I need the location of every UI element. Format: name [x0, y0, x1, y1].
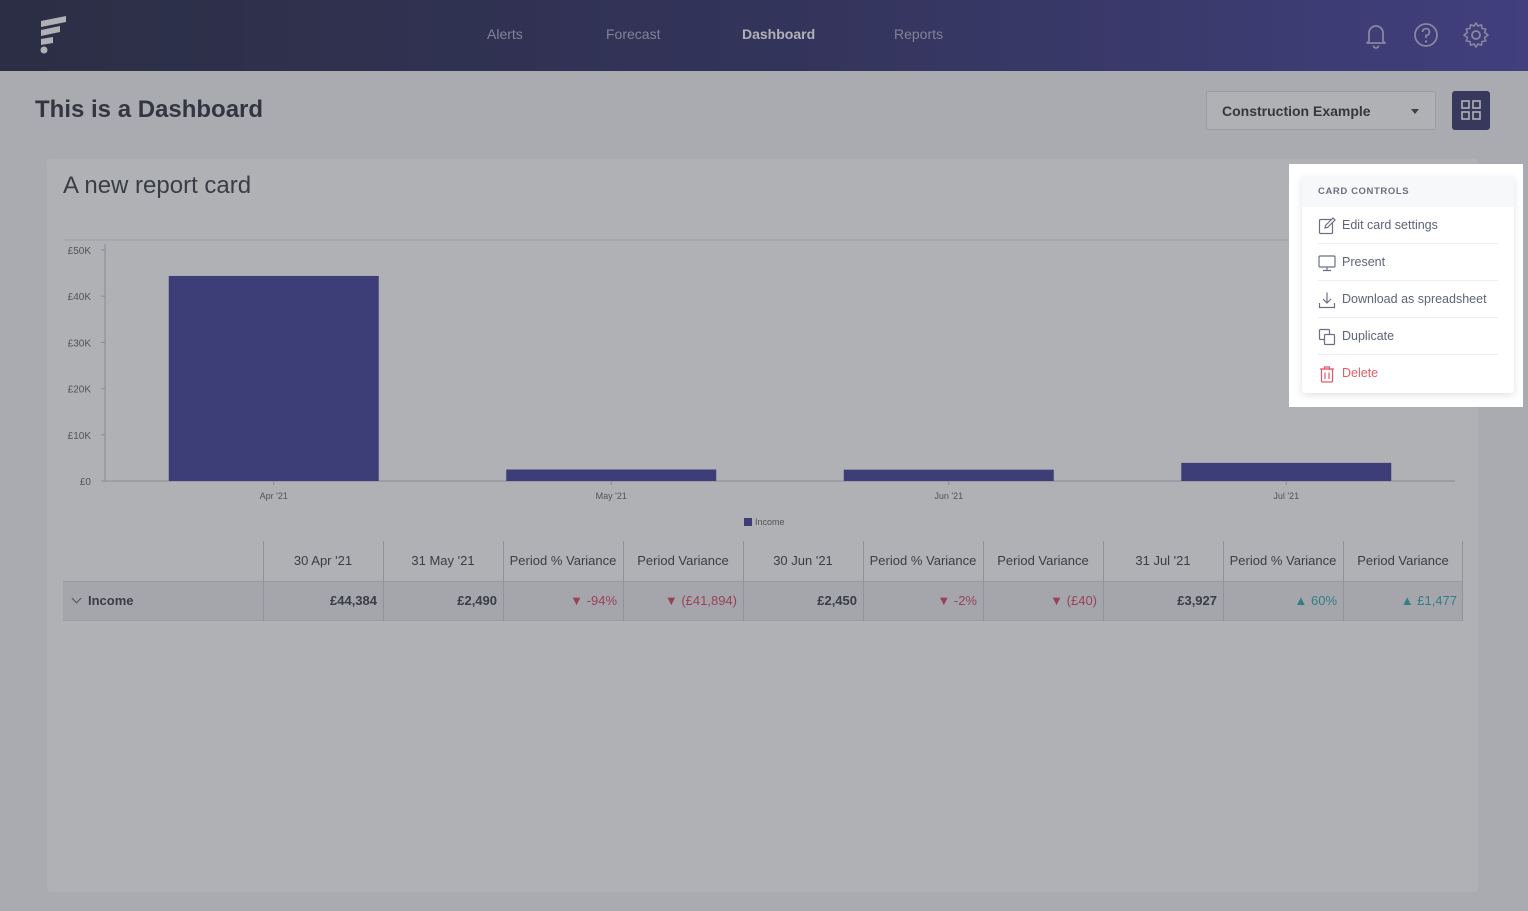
edit-icon — [1318, 217, 1336, 235]
column-divider — [1462, 541, 1463, 621]
column-divider — [383, 541, 384, 621]
y-tick-label: £40K — [68, 292, 92, 303]
nav-forecast[interactable]: Forecast — [606, 26, 661, 42]
table-cell: £44,384 — [330, 593, 377, 608]
column-header: Period % Variance — [509, 553, 617, 568]
dashboard-selector-value: Construction Example — [1222, 103, 1371, 119]
grid-icon — [1461, 100, 1481, 120]
card-layout-button[interactable] — [1452, 91, 1490, 130]
table-row — [63, 581, 1463, 621]
chevron-down-icon — [1411, 109, 1419, 114]
bell-icon[interactable] — [1361, 20, 1391, 50]
column-header: Period Variance — [637, 553, 729, 568]
card-title: A new report card — [63, 172, 252, 199]
table-cell: ▲ £1,477 — [1400, 593, 1457, 608]
menu-item-label: Duplicate — [1342, 329, 1395, 343]
y-tick-label: £0 — [80, 477, 92, 488]
top-navigation-bar: Alerts Forecast Dashboard Reports — [0, 0, 1528, 71]
x-tick-label: Apr '21 — [260, 491, 288, 501]
column-header: Period Variance — [1357, 553, 1449, 568]
column-divider — [1223, 541, 1224, 621]
card-controls-highlight: CARD CONTROLS Edit card settings Present… — [1289, 164, 1523, 407]
monitor-icon — [1318, 255, 1336, 272]
table-cell: £2,490 — [457, 593, 497, 608]
table-cell: ▲ 60% — [1294, 593, 1338, 608]
column-header: Period % Variance — [1229, 553, 1337, 568]
column-divider — [623, 541, 624, 621]
y-tick-label: £50K — [68, 246, 92, 257]
legend-swatch — [744, 518, 752, 526]
table-cell: ▼ -94% — [570, 593, 617, 608]
legend-label: Income — [755, 517, 785, 527]
dashboard-selector[interactable]: Construction Example — [1206, 91, 1436, 130]
card-controls-menu: CARD CONTROLS Edit card settings Present… — [1302, 177, 1514, 393]
bar-jul21 — [1181, 462, 1392, 481]
gear-icon[interactable] — [1461, 20, 1491, 50]
column-divider — [263, 541, 264, 621]
menu-item-edit-card-settings[interactable]: Edit card settings — [1302, 207, 1514, 244]
menu-item-label: Delete — [1342, 366, 1379, 380]
column-divider — [1103, 541, 1104, 621]
trash-icon — [1320, 366, 1334, 383]
column-header: 30 Jun '21 — [773, 553, 833, 568]
row-label-text: Income — [88, 593, 134, 608]
column-header: 30 Apr '21 — [293, 553, 353, 568]
header-divider — [63, 581, 1463, 582]
y-tick-label: £10K — [68, 431, 92, 442]
x-tick-label: May '21 — [596, 491, 627, 501]
menu-item-label: Present — [1342, 255, 1386, 269]
table-cell: £2,450 — [817, 593, 857, 608]
column-divider — [743, 541, 744, 621]
table-cell: ▼ (£41,894) — [664, 593, 737, 608]
column-divider — [1343, 541, 1344, 621]
table-cell: ▼ (£40) — [1050, 593, 1097, 608]
menu-item-download-spreadsheet[interactable]: Download as spreadsheet — [1302, 281, 1514, 318]
download-icon — [1318, 292, 1336, 309]
column-header: 31 Jul '21 — [1135, 553, 1191, 568]
column-header: Period % Variance — [869, 553, 977, 568]
menu-item-duplicate[interactable]: Duplicate — [1302, 318, 1514, 355]
column-divider — [863, 541, 864, 621]
nav-alerts[interactable]: Alerts — [487, 26, 523, 42]
x-tick-label: Jul '21 — [1273, 491, 1299, 501]
bar-may21 — [506, 469, 717, 481]
bar-apr21 — [168, 275, 379, 481]
row-label-income[interactable]: Income — [71, 581, 134, 621]
menu-item-delete[interactable]: Delete — [1302, 355, 1514, 392]
y-tick-label: £20K — [68, 385, 92, 396]
nav-reports[interactable]: Reports — [894, 26, 944, 42]
menu-item-present[interactable]: Present — [1302, 244, 1514, 281]
column-header: 31 May '21 — [411, 553, 475, 568]
menu-item-label: Edit card settings — [1342, 218, 1438, 232]
bar-jun21 — [843, 469, 1054, 481]
menu-header-label: CARD CONTROLS — [1318, 186, 1410, 197]
column-divider — [503, 541, 504, 621]
help-icon[interactable] — [1411, 20, 1441, 50]
table-cell: £3,927 — [1177, 593, 1217, 608]
menu-item-label: Download as spreadsheet — [1342, 292, 1487, 306]
x-tick-label: Jun '21 — [934, 491, 963, 501]
table-cell: ▼ -2% — [937, 593, 977, 608]
nav-dashboard[interactable]: Dashboard — [742, 26, 816, 42]
page-title: This is a Dashboard — [35, 96, 264, 123]
duplicate-icon — [1318, 328, 1336, 346]
column-divider — [983, 541, 984, 621]
column-header: Period Variance — [997, 553, 1089, 568]
menu-header: CARD CONTROLS — [1302, 177, 1514, 207]
app-logo-icon[interactable] — [36, 15, 72, 55]
chart-legend: Income — [744, 517, 785, 527]
y-tick-label: £30K — [68, 338, 92, 349]
